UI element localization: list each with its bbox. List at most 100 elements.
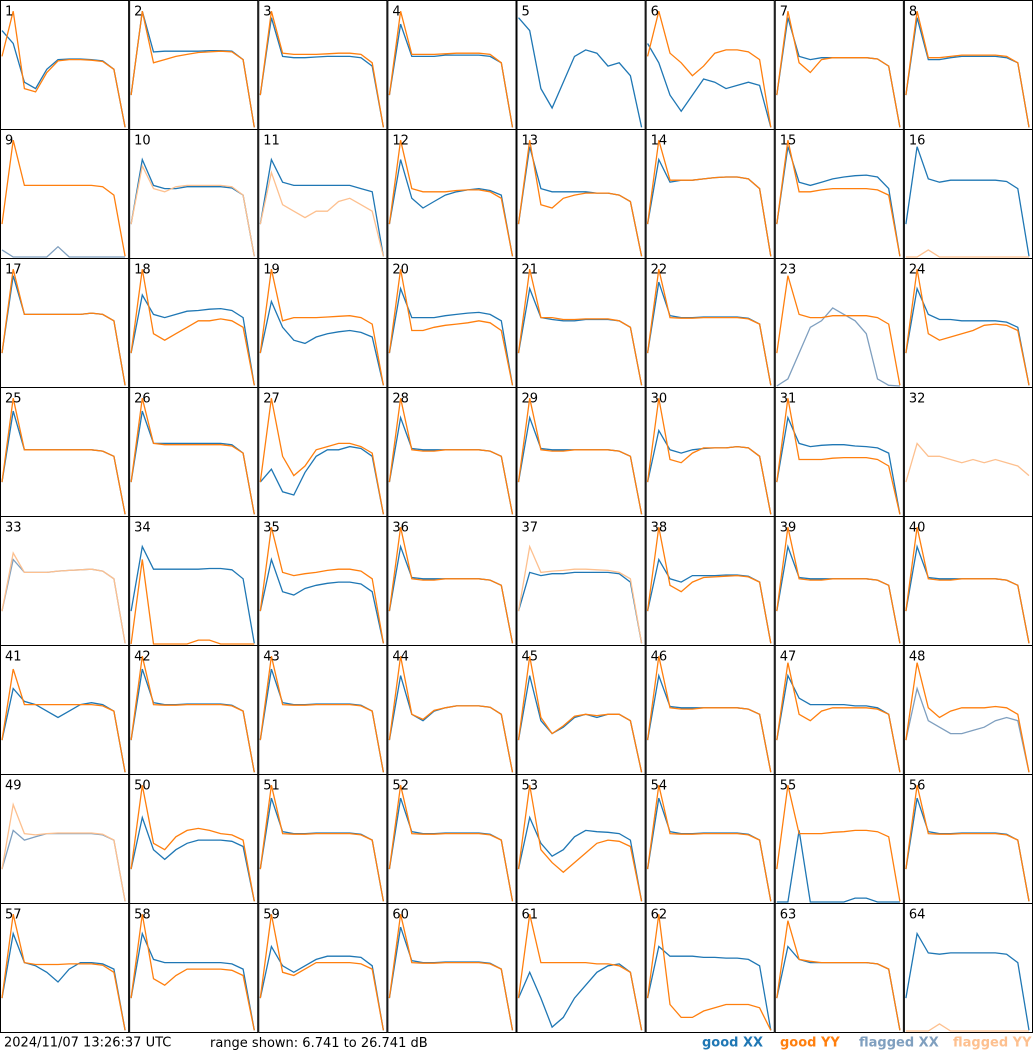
panel-number: 3 [263, 5, 271, 20]
spectrum-line [130, 11, 255, 128]
spectrum-line [776, 662, 901, 773]
spectrum-line [517, 963, 643, 1031]
panel [130, 914, 255, 1031]
spectrum-line [776, 673, 901, 773]
panel-border [258, 774, 388, 904]
spectrum-line [776, 920, 901, 1031]
spectrum-line [905, 785, 1030, 902]
panel-border [258, 903, 388, 1033]
panel-border [258, 129, 388, 259]
spectrum-line [1, 551, 126, 644]
panel-number: 28 [392, 392, 409, 407]
panel [1, 140, 126, 258]
spectrum-line [776, 307, 900, 387]
panel-number: 55 [780, 779, 797, 794]
panel-number: 9 [5, 134, 13, 149]
panel-number: 53 [522, 779, 539, 794]
panel-number: 5 [522, 5, 530, 20]
spectrum-line [130, 914, 255, 1031]
panel-border [387, 645, 517, 775]
spectrum-line [517, 675, 643, 773]
spectrum-line [905, 527, 1030, 644]
panel [1, 11, 126, 128]
spectrum-line [130, 815, 255, 902]
panel-border [0, 258, 130, 388]
spectrum-line [1, 245, 126, 258]
panel-border [903, 645, 1033, 775]
panel-number: 19 [263, 263, 280, 278]
spectrum-line [259, 557, 385, 644]
panel-border [129, 516, 259, 646]
panel-border [387, 129, 517, 259]
panel-number: 48 [909, 650, 926, 665]
panel-border [387, 903, 517, 1033]
panel [259, 269, 385, 386]
spectrum-line [518, 17, 643, 128]
panel-number: 58 [134, 908, 151, 923]
spectrum-line [646, 398, 772, 515]
spectrum-line [776, 785, 901, 902]
panel-border [774, 258, 904, 388]
spectrum-line [388, 140, 514, 257]
panel-number: 25 [5, 392, 22, 407]
panel-border [258, 516, 388, 646]
panel [259, 157, 385, 257]
panel-number: 24 [909, 263, 926, 278]
spectrum-line [1, 410, 126, 515]
panel [130, 269, 255, 386]
panel-border [645, 258, 775, 388]
spectrum-line [905, 269, 1030, 386]
panel-number: 44 [392, 650, 409, 665]
spectrum-line [776, 140, 901, 257]
panel [1, 802, 126, 902]
spectrum-line [646, 11, 772, 128]
panel [259, 11, 385, 128]
panel [388, 527, 514, 644]
panel [1, 668, 126, 773]
panel [776, 920, 901, 1031]
spectrum-line [388, 11, 514, 128]
spectrum-line [259, 656, 385, 773]
panel [388, 269, 514, 386]
spectrum-line [130, 163, 255, 257]
spectrum-line [905, 286, 1030, 386]
spectrum-line [646, 914, 772, 1031]
spectrum-line [388, 797, 514, 902]
panel [776, 275, 901, 387]
panel-border [0, 387, 130, 517]
spectrum-line [130, 559, 255, 645]
spectrum-line [646, 428, 772, 515]
range-text: range shown: 6.741 to 26.741 dB [210, 1036, 428, 1051]
spectrum-line [1, 802, 126, 902]
spectrum-line [1, 140, 126, 257]
panel-border [129, 387, 259, 517]
range-min: 6.741 [302, 1036, 339, 1051]
panel-number: 10 [134, 134, 151, 149]
spectrum-line [130, 668, 255, 773]
spectrum-line [259, 668, 385, 773]
panel-number: 34 [134, 521, 151, 536]
panel-border [0, 645, 130, 775]
panel [517, 914, 643, 1031]
range-sep: to [344, 1036, 357, 1051]
panel-border [516, 645, 646, 775]
panel [130, 656, 255, 773]
spectrum-line [259, 527, 385, 644]
panel-border [903, 129, 1033, 259]
panel-border [387, 0, 517, 130]
panel-number: 7 [780, 5, 788, 20]
spectrum-line [647, 43, 772, 128]
panel-number: 20 [392, 263, 409, 278]
spectrum-line [776, 527, 901, 644]
panel [259, 656, 385, 773]
panel-number: 45 [522, 650, 539, 665]
legend-entry: good XX [702, 1036, 763, 1051]
panel-border [516, 387, 646, 517]
panel [646, 140, 772, 257]
spectrum-line [130, 157, 255, 257]
spectrum-line [776, 945, 901, 1031]
panel-number: 63 [780, 908, 797, 923]
spectrum-line [776, 398, 901, 515]
panel-number: 6 [651, 5, 659, 20]
